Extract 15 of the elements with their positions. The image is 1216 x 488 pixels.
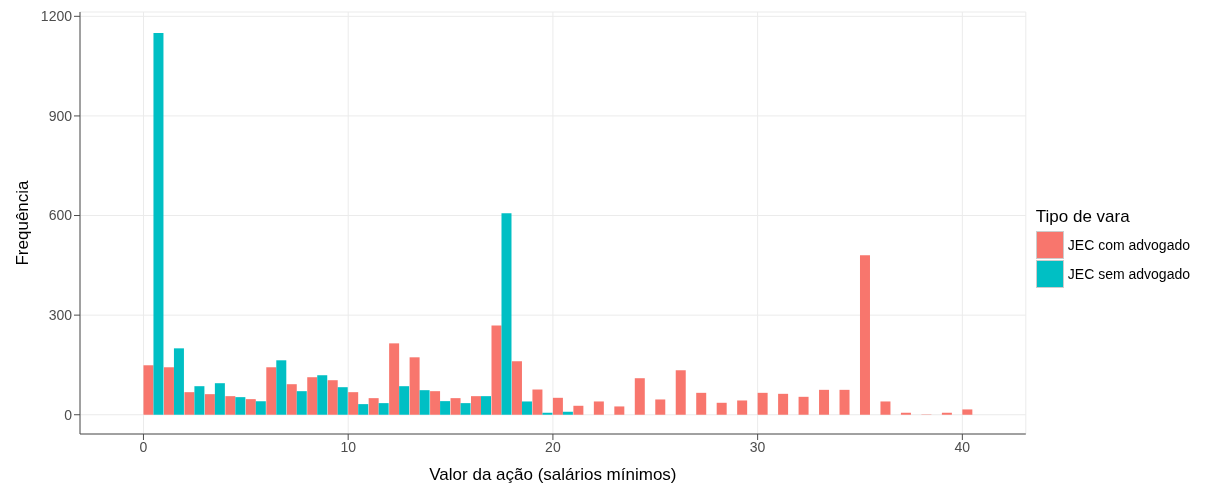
- y-tick-label: 1200: [40, 8, 73, 25]
- y-tick-label: 0: [64, 406, 73, 423]
- y-axis-title: Frequência: [13, 179, 33, 266]
- legend-label: JEC com advogado: [1067, 237, 1190, 253]
- legend-title: Tipo de vara: [1035, 207, 1131, 227]
- x-tick-label: 10: [340, 438, 357, 455]
- x-tick-label: 40: [954, 438, 971, 455]
- x-tick-label: 0: [139, 438, 148, 455]
- x-tick-label: 30: [749, 438, 766, 455]
- x-tick-label: 20: [545, 438, 561, 455]
- legend-label: JEC sem advogado: [1067, 266, 1190, 282]
- x-axis-title: Valor da ação (salários mínimos): [429, 465, 677, 484]
- y-tick-label: 600: [48, 207, 73, 224]
- y-tick-label: 300: [48, 307, 73, 324]
- y-tick-label: 900: [48, 107, 73, 124]
